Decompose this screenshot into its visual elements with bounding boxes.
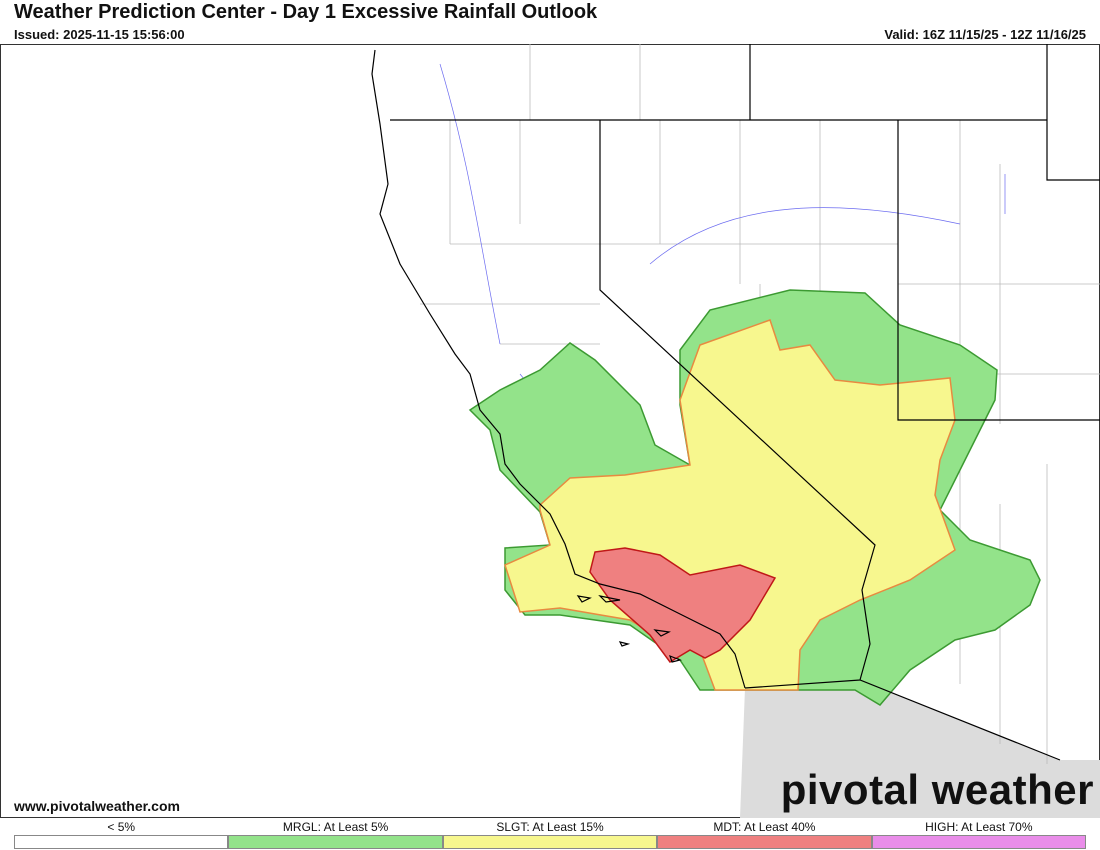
map (0, 44, 1100, 818)
legend-label: < 5% (107, 820, 136, 834)
legend-swatch (14, 835, 229, 849)
legend-item: HIGH: At Least 70% (871, 820, 1087, 849)
boundaries (371, 44, 1100, 761)
legend-swatch (442, 835, 658, 849)
legend-item: MRGL: At Least 5% (228, 820, 443, 849)
mdt-area (589, 547, 777, 663)
legend-swatch (657, 835, 872, 849)
mexico (740, 680, 1100, 818)
legend-swatch (228, 835, 443, 849)
valid-time: Valid: 16Z 11/15/25 - 12Z 11/16/25 (884, 27, 1086, 42)
logo: pivotal weather (780, 766, 1094, 813)
legend-item: SLGT: At Least 15% (442, 820, 658, 849)
legend-item: < 5% (14, 820, 229, 849)
legend: < 5% MRGL: At Least 5% SLGT: At Least 15% M… (14, 820, 1087, 849)
title: Weather Prediction Center - Day 1 Excess… (14, 1, 598, 23)
legend-label: MDT: At Least 40% (713, 820, 816, 834)
legend-label: SLGT: At Least 15% (496, 820, 604, 834)
legend-label: HIGH: At Least 70% (925, 820, 1033, 834)
issued-time: Issued: 2025-11-15 15:56:00 (14, 27, 185, 42)
legend-item: MDT: At Least 40% (657, 820, 872, 849)
legend-label: MRGL: At Least 5% (282, 820, 389, 834)
website: www.pivotalweather.com (14, 798, 180, 814)
legend-swatch (871, 835, 1087, 849)
